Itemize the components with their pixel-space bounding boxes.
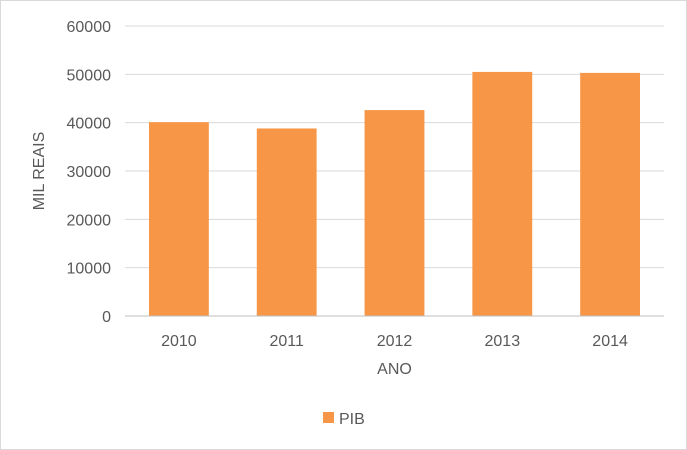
x-tick-label: 2010 [161, 333, 197, 350]
legend: PIB [323, 411, 365, 428]
legend-label: PIB [339, 411, 365, 428]
y-tick-label: 10000 [67, 261, 112, 278]
x-tick-label: 2012 [377, 333, 413, 350]
bar-2011 [256, 128, 317, 316]
y-tick-label: 40000 [67, 116, 112, 133]
x-tick-labels: 2010 2011 2012 2013 2014 [161, 333, 628, 350]
x-axis-title: ANO [377, 361, 412, 378]
y-tick-labels: 0 10000 20000 30000 40000 50000 60000 [67, 19, 112, 326]
bar-2010 [148, 122, 209, 316]
bars [148, 71, 641, 317]
y-tick-label: 50000 [67, 67, 112, 84]
bar-2012 [364, 110, 425, 316]
y-tick-label: 0 [102, 309, 111, 326]
x-tick-label: 2011 [269, 333, 304, 350]
y-tick-label: 60000 [67, 19, 112, 36]
x-tick-label: 2014 [592, 333, 628, 350]
bar-2013 [472, 71, 533, 317]
y-axis-title: MIL REAIS [31, 132, 48, 211]
legend-swatch [323, 412, 334, 423]
bar-2014 [580, 72, 641, 316]
y-tick-label: 20000 [67, 212, 112, 229]
x-tick-label: 2013 [485, 333, 521, 350]
y-tick-label: 30000 [67, 164, 112, 181]
